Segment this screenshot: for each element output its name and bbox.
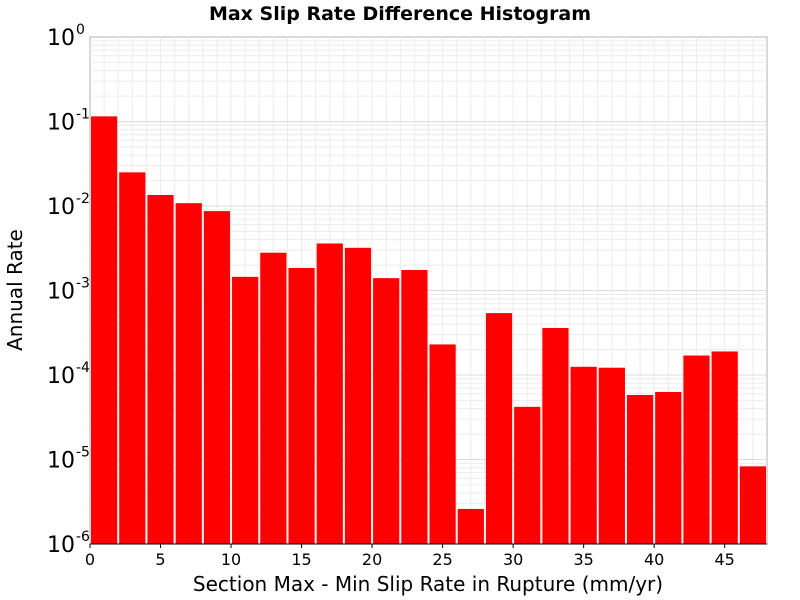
y-tick-exponent: 0 — [76, 22, 85, 38]
y-tick-label: 10 — [47, 280, 75, 305]
y-tick-label: 10 — [47, 449, 75, 474]
histogram-bar — [683, 355, 710, 544]
histogram-bar — [570, 366, 597, 544]
y-tick-label: 10 — [47, 26, 75, 51]
bars — [91, 116, 766, 544]
histogram-bar — [91, 116, 118, 544]
y-tick-exponent: -4 — [76, 360, 90, 376]
y-tick-label: 10 — [47, 195, 75, 220]
y-tick-exponent: -6 — [76, 529, 90, 545]
histogram-bar — [655, 391, 682, 544]
y-tick-exponent: -3 — [76, 276, 90, 292]
y-tick-exponent: -5 — [76, 445, 90, 461]
histogram-bar — [626, 394, 654, 544]
x-tick-label: 5 — [155, 550, 165, 569]
histogram-bar — [232, 276, 259, 544]
histogram-bar — [288, 267, 315, 544]
chart-title: Max Slip Rate Difference Histogram — [209, 3, 591, 25]
histogram-bar — [711, 351, 738, 544]
x-tick-label: 25 — [432, 550, 452, 569]
histogram-bar — [485, 313, 513, 544]
histogram-bar — [344, 247, 372, 544]
x-tick-label: 30 — [503, 550, 523, 569]
y-tick-exponent: -2 — [76, 191, 90, 207]
y-axis-label: Annual Rate — [3, 229, 27, 351]
histogram-bar — [260, 252, 287, 544]
y-tick-exponent: -1 — [76, 107, 90, 123]
x-tick-label: 0 — [85, 550, 95, 569]
histogram-bar — [119, 172, 146, 544]
y-tick-label: 10 — [47, 111, 75, 136]
histogram-bar — [175, 203, 202, 544]
histogram-bar — [457, 508, 484, 544]
x-tick-label: 45 — [715, 550, 735, 569]
histogram-bar — [514, 406, 541, 544]
histogram-bar — [203, 211, 231, 544]
histogram-bar — [542, 327, 569, 544]
histogram-bar — [147, 194, 174, 544]
histogram-bar — [429, 344, 456, 544]
y-tick-label: 10 — [47, 364, 75, 389]
histogram-bar — [373, 278, 400, 544]
x-tick-label: 35 — [573, 550, 593, 569]
histogram-bar — [316, 243, 343, 544]
x-tick-label: 20 — [362, 550, 382, 569]
histogram-bar — [739, 466, 766, 544]
x-tick-label: 40 — [644, 550, 664, 569]
x-tick-label: 10 — [221, 550, 241, 569]
y-tick-label: 10 — [47, 533, 75, 558]
histogram-bar — [598, 367, 625, 544]
x-axis-label: Section Max - Min Slip Rate in Rupture (… — [193, 572, 663, 596]
x-tick-label: 15 — [291, 550, 311, 569]
histogram-bar — [401, 269, 428, 544]
x-tick-labels: 0 5 10 15 20 25 30 35 40 45 — [85, 544, 735, 569]
